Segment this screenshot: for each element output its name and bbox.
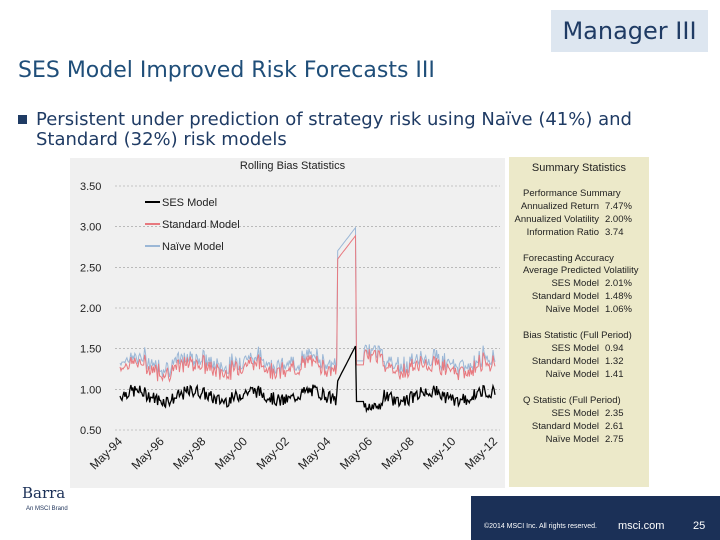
stat-row: Naïve Model 1.06%: [509, 303, 649, 316]
stat-row: Information Ratio 3.74: [509, 226, 649, 239]
stat-value: 2.01%: [605, 278, 632, 289]
forecasting-section: Forecasting Accuracy Average Predicted V…: [509, 253, 649, 316]
footer-bar: [471, 496, 720, 540]
stat-value: 3.74: [605, 227, 624, 238]
stat-value: 7.47%: [605, 201, 632, 212]
stat-label: Standard Model: [531, 291, 599, 302]
stat-value: 2.75: [605, 434, 624, 445]
stat-row: SES Model 2.35: [509, 407, 649, 420]
page-title: SES Model Improved Risk Forecasts III: [18, 58, 435, 83]
stat-label: Annualized Volatility: [514, 214, 600, 225]
stat-row: Annualized Return 7.47%: [509, 200, 649, 213]
stat-row: Standard Model 1.32: [509, 355, 649, 368]
bullet-text: Persistent under prediction of strategy …: [36, 109, 632, 150]
copyright-text: ©2014 MSCI Inc. All rights reserved.: [484, 523, 597, 530]
barra-logo: Barra: [22, 484, 66, 502]
manager-tag: Manager III: [551, 10, 708, 52]
stat-row: Naïve Model 2.75: [509, 433, 649, 446]
stat-label: Standard Model: [531, 421, 599, 432]
stat-row: SES Model 2.01%: [509, 277, 649, 290]
logo-subtitle: An MSCI Brand: [26, 506, 68, 512]
performance-heading: Performance Summary: [523, 188, 621, 199]
stats-title: Summary Statistics: [531, 162, 627, 174]
stat-label: SES Model: [551, 408, 599, 419]
stat-label: Information Ratio: [526, 227, 599, 238]
q-heading: Q Statistic (Full Period): [523, 395, 621, 406]
stat-label: Standard Model: [531, 356, 599, 367]
stat-row: Naïve Model 1.41: [509, 368, 649, 381]
stat-label: Annualized Return: [520, 201, 599, 212]
stat-value: 2.35: [605, 408, 624, 419]
stat-label: Naïve Model: [545, 434, 599, 445]
stat-value: 1.06%: [605, 304, 632, 315]
page-number: 25: [693, 520, 706, 532]
stat-row: SES Model 0.94: [509, 342, 649, 355]
stat-row: Standard Model 1.48%: [509, 290, 649, 303]
stat-row: Annualized Volatility 2.00%: [509, 213, 649, 226]
bias-heading: Bias Statistic (Full Period): [523, 330, 632, 341]
stat-row: Standard Model 2.61: [509, 420, 649, 433]
stat-value: 1.32: [605, 356, 624, 367]
site-link[interactable]: msci.com: [618, 520, 665, 532]
forecasting-heading: Forecasting Accuracy: [523, 253, 614, 264]
stat-value: 1.41: [605, 369, 624, 380]
stat-value: 1.48%: [605, 291, 632, 302]
stat-label: Naïve Model: [545, 304, 599, 315]
summary-statistics-panel: Summary Statistics Performance Summary A…: [509, 157, 649, 487]
stat-value: 0.94: [605, 343, 624, 354]
stat-label: SES Model: [551, 278, 599, 289]
stat-value: 2.61: [605, 421, 624, 432]
performance-section: Performance Summary Annualized Return 7.4…: [509, 188, 649, 239]
stat-value: 2.00%: [605, 214, 632, 225]
chart-title: Rolling Bias Statistics: [239, 160, 346, 172]
bullet-point: Persistent under prediction of strategy …: [18, 110, 658, 150]
forecasting-subheading: Average Predicted Volatility: [523, 265, 639, 276]
q-section: Q Statistic (Full Period) SES Model 2.35 …: [509, 395, 649, 446]
stat-label: SES Model: [551, 343, 599, 354]
bullet-square-icon: [18, 115, 27, 124]
stat-label: Naïve Model: [545, 369, 599, 380]
chart-background: [70, 158, 505, 488]
bias-section: Bias Statistic (Full Period) SES Model 0.…: [509, 330, 649, 381]
